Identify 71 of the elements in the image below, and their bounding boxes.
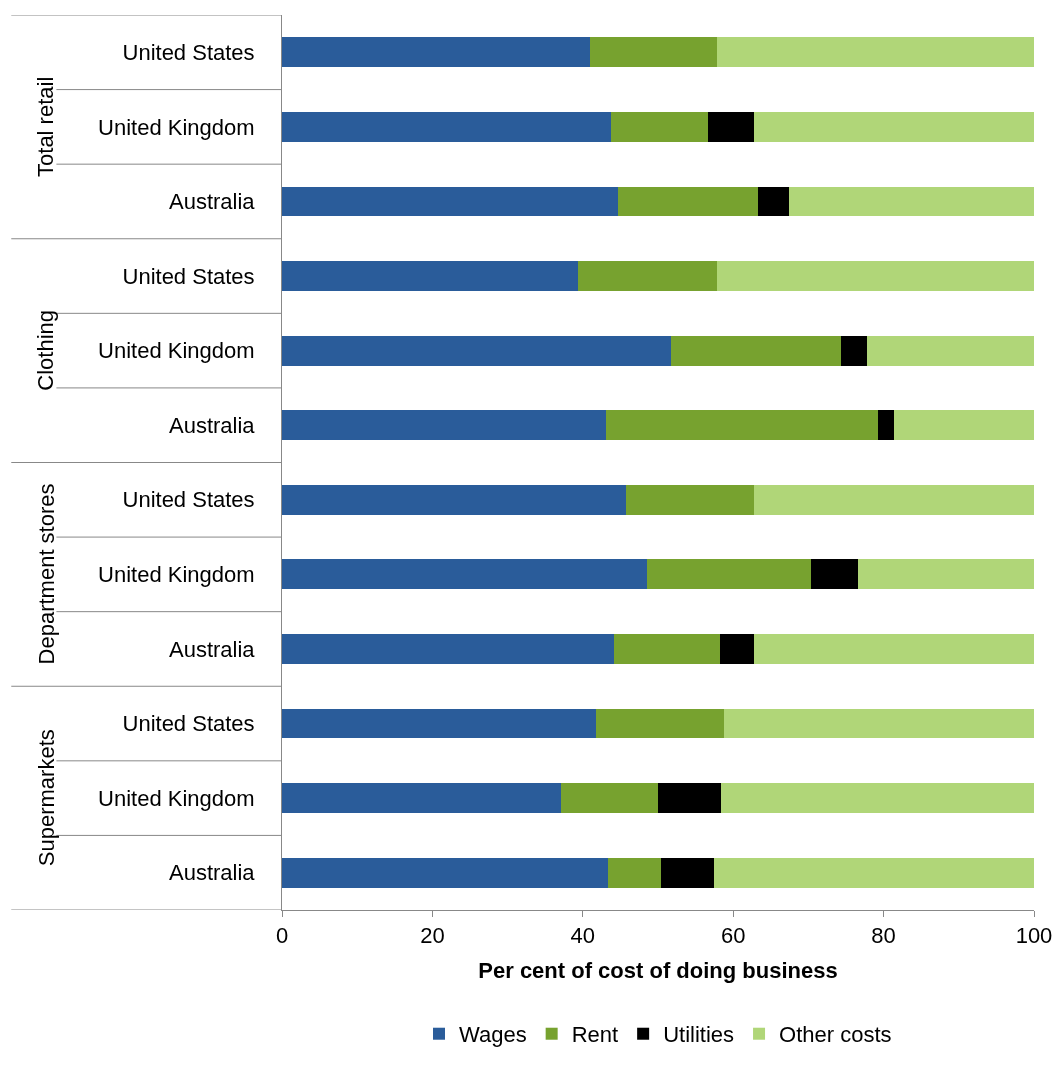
bar <box>867 335 1034 366</box>
bar <box>894 410 1034 441</box>
bar <box>717 261 1034 291</box>
legend-label: Rent <box>571 1022 619 1048</box>
legend-label: Utilities <box>663 1022 735 1048</box>
bar <box>658 783 722 814</box>
x-tick-label: 100 <box>1015 923 1053 949</box>
y-tick-label: United Kingdom <box>98 562 255 588</box>
bar <box>282 335 671 366</box>
bar <box>606 410 878 441</box>
bar <box>626 484 755 515</box>
y-tick-label: United Kingdom <box>98 338 255 364</box>
bar <box>613 634 721 664</box>
bar <box>720 634 754 664</box>
bar <box>596 708 725 739</box>
bar <box>877 410 895 441</box>
y-tick-label: Australia <box>169 636 256 662</box>
bar <box>724 708 1034 739</box>
bar <box>646 559 812 590</box>
bar <box>840 335 868 366</box>
text: Department stores <box>33 483 59 665</box>
text: Clothing <box>33 310 59 391</box>
bar <box>788 186 1034 217</box>
bar <box>282 484 627 515</box>
bar <box>618 186 759 217</box>
bar <box>610 111 709 142</box>
bar <box>282 634 614 664</box>
bar <box>717 37 1034 68</box>
bar <box>282 410 607 441</box>
x-tick-label: 0 <box>275 923 289 949</box>
bar <box>282 708 597 739</box>
y-tick-label: United States <box>122 39 255 65</box>
y-tick-label: United States <box>122 487 255 513</box>
bar <box>753 634 1034 664</box>
bar <box>758 186 789 217</box>
bar <box>708 111 755 142</box>
x-tick-label: 20 <box>420 923 445 949</box>
bar <box>721 783 1034 814</box>
y-tick-label: United Kingdom <box>98 785 255 811</box>
bar <box>811 559 859 590</box>
y-tick-label: United States <box>122 263 255 289</box>
bar <box>754 111 1034 142</box>
y-tick-label: United States <box>122 711 255 737</box>
bar <box>661 857 715 888</box>
bar <box>282 261 579 291</box>
bar <box>282 186 619 217</box>
bar <box>282 559 647 590</box>
text: Total retail <box>33 76 59 177</box>
legend-label: Wages <box>459 1022 527 1048</box>
y-tick-label: Australia <box>169 860 256 886</box>
bar <box>282 783 561 814</box>
bar <box>607 857 662 888</box>
legend-label: Other costs <box>779 1022 892 1048</box>
bar <box>590 37 718 68</box>
bar <box>282 857 608 888</box>
x-tick-label: 80 <box>871 923 896 949</box>
text: Supermarkets <box>33 729 59 867</box>
y-tick-label: Australia <box>169 189 256 215</box>
bar <box>714 857 1034 888</box>
bar <box>858 559 1034 590</box>
bar <box>578 261 718 291</box>
x-tick-label: 60 <box>720 923 746 949</box>
bar <box>754 484 1034 515</box>
y-tick-label: United Kingdom <box>98 114 255 140</box>
x-tick-label: 40 <box>570 923 596 949</box>
bar <box>282 37 591 68</box>
bar <box>282 111 611 142</box>
bar <box>670 335 841 366</box>
x-axis-title: Per cent of cost of doing business <box>478 958 838 984</box>
y-tick-label: Australia <box>169 412 256 438</box>
bar <box>560 783 658 814</box>
